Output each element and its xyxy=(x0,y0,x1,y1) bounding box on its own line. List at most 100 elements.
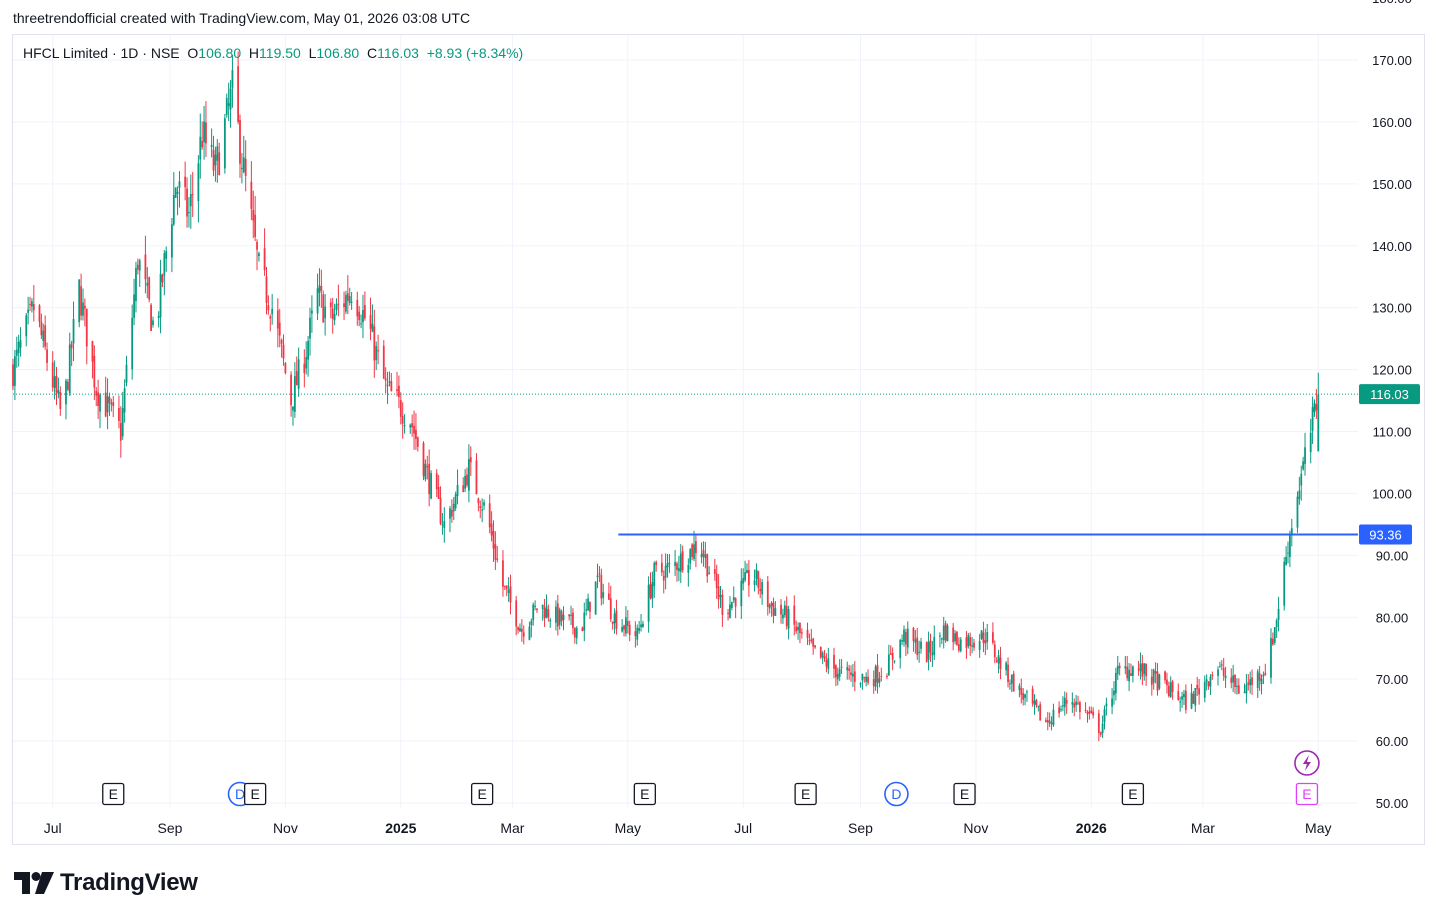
candle xyxy=(744,560,746,583)
candle-body xyxy=(40,321,43,336)
time-tick-label: Jul xyxy=(734,820,752,836)
candle-body xyxy=(1058,707,1061,714)
candle xyxy=(666,553,669,578)
earnings-marker[interactable]: E xyxy=(102,782,125,806)
candle-body xyxy=(642,623,644,628)
candle-body xyxy=(833,654,835,669)
candle xyxy=(399,392,402,425)
candle-body xyxy=(290,374,292,406)
candle-body xyxy=(810,639,813,642)
candle-body xyxy=(878,678,881,683)
candle xyxy=(600,568,603,606)
candle-body xyxy=(999,657,1002,670)
candle-body xyxy=(373,326,376,361)
candle-body xyxy=(112,402,115,407)
candle-body xyxy=(1103,709,1106,723)
candle-body xyxy=(469,457,472,463)
candle-body xyxy=(753,580,756,585)
candle-body xyxy=(466,474,468,486)
upcoming-earnings-marker[interactable]: E xyxy=(1295,782,1319,806)
candle xyxy=(189,174,192,229)
candle-body xyxy=(133,294,135,318)
candle-body xyxy=(687,564,690,573)
candle xyxy=(785,596,788,630)
candle-body xyxy=(852,673,854,677)
candle xyxy=(297,347,300,397)
candle-body xyxy=(280,339,283,344)
earnings-marker[interactable]: E xyxy=(1121,782,1145,806)
candle-body xyxy=(730,602,733,609)
time-tick-label: Mar xyxy=(1191,820,1215,836)
candle-body xyxy=(1313,403,1316,413)
earnings-marker[interactable]: E xyxy=(794,782,817,806)
candle xyxy=(840,659,843,675)
candle xyxy=(812,637,815,655)
candle xyxy=(250,161,253,221)
candle xyxy=(568,614,571,621)
candle-body xyxy=(1288,533,1291,557)
candle xyxy=(488,494,491,534)
candle-body xyxy=(615,610,618,630)
candle xyxy=(929,633,932,662)
candle-body xyxy=(1152,669,1155,683)
candle xyxy=(755,563,758,586)
candle xyxy=(360,314,362,329)
earnings-marker[interactable]: E xyxy=(470,782,494,806)
candle-body xyxy=(250,181,253,209)
candle-body xyxy=(1317,394,1320,452)
candle-body xyxy=(464,476,467,489)
candle-body xyxy=(1131,666,1134,676)
candle xyxy=(398,375,400,409)
candle-body xyxy=(1207,681,1210,687)
candle-body xyxy=(1012,673,1015,692)
candle-body xyxy=(933,636,936,655)
candle xyxy=(730,601,733,611)
candle xyxy=(159,259,162,334)
candle-body xyxy=(119,423,122,441)
candle xyxy=(256,239,258,271)
candle-body xyxy=(1150,676,1153,685)
candle-body xyxy=(560,611,563,622)
flash-icon[interactable] xyxy=(1294,750,1320,776)
candle xyxy=(104,376,107,418)
candle-body xyxy=(443,520,446,528)
candle xyxy=(1298,476,1301,505)
candle xyxy=(836,667,839,686)
price-axis[interactable]: 180.00 170.00 160.00 150.00 140.00 130.00 120.… xyxy=(1359,0,1420,811)
candle xyxy=(59,386,62,416)
earnings-marker[interactable]: E xyxy=(243,782,267,806)
earnings-marker[interactable]: E xyxy=(633,782,656,806)
earnings-marker-letter: E xyxy=(1128,786,1137,802)
candle-body xyxy=(1164,671,1166,681)
candle-body xyxy=(161,274,164,283)
candle-body xyxy=(959,639,962,652)
candle-body xyxy=(636,627,639,640)
tradingview-logo[interactable]: TradingView xyxy=(14,868,198,898)
time-axis[interactable]: Jul Sep Nov 2025 Mar May Jul Sep Nov 2026 Mar May xyxy=(44,820,1332,836)
candle-body xyxy=(320,286,323,291)
candle-body xyxy=(787,609,790,629)
candle-body xyxy=(80,286,83,316)
candle-body xyxy=(1063,697,1066,708)
candle-body xyxy=(468,459,470,491)
candle xyxy=(174,187,177,199)
candle-body xyxy=(532,604,535,621)
dividend-marker-letter: D xyxy=(891,786,901,802)
candle xyxy=(118,395,120,429)
candle-body xyxy=(889,653,892,655)
candle-body xyxy=(382,345,385,379)
candle xyxy=(581,626,584,632)
earnings-marker[interactable]: E xyxy=(953,782,976,806)
candle xyxy=(329,298,332,319)
candle-body xyxy=(662,576,665,581)
dividend-marker[interactable]: D xyxy=(884,781,909,807)
candle-body xyxy=(503,585,506,587)
candle-body xyxy=(159,273,162,318)
candle xyxy=(522,625,525,645)
candle xyxy=(770,601,773,617)
price-tick-label: 130.00 xyxy=(1372,301,1412,316)
candle-body xyxy=(363,305,366,319)
price-tick-label: 50.00 xyxy=(1376,796,1409,811)
candle xyxy=(32,284,35,322)
